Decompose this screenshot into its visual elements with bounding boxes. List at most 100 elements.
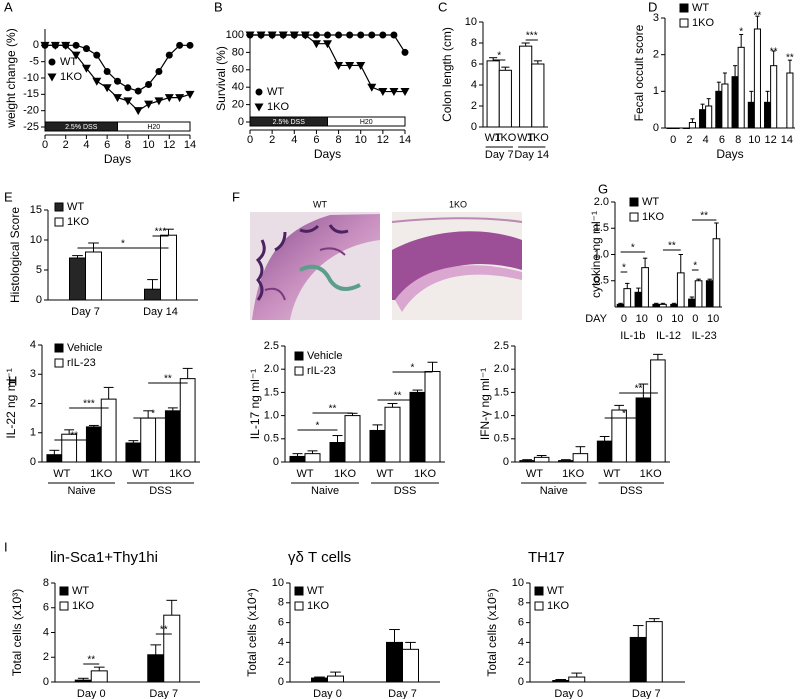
y-tick-label: 2.0 — [264, 363, 279, 375]
x-tick-label: Day 14 — [143, 306, 178, 318]
phase-label: H20 — [147, 124, 160, 131]
bar — [699, 109, 707, 129]
significance-label: * — [693, 261, 697, 272]
legend-label: WT — [267, 86, 284, 98]
x-tick-label: 0 — [42, 139, 48, 151]
data-point — [311, 40, 321, 49]
y-tick-label: 1.0 — [594, 248, 609, 260]
y-tick-label: 0.5 — [594, 275, 609, 287]
x-tick-label: WT — [53, 468, 70, 480]
data-point — [379, 31, 387, 39]
x-tick-label: 12 — [765, 134, 777, 146]
y-tick-label: -15 — [23, 88, 39, 100]
x-tick-label: 4 — [291, 134, 297, 146]
x-tick-label: 6 — [719, 134, 725, 146]
legend-marker — [54, 343, 64, 353]
histology-wt — [250, 212, 380, 320]
bar — [69, 257, 86, 301]
bar — [712, 238, 721, 308]
y-tick-label: 0 — [30, 456, 36, 468]
legend-label: WT — [67, 201, 84, 213]
data-point — [154, 97, 164, 106]
x-tick-label: Day 14 — [514, 149, 549, 161]
legend-label: rIL-23 — [67, 357, 96, 369]
bar-label: 1KO — [494, 132, 516, 144]
x-tick-label: 12 — [163, 139, 175, 151]
legend-marker — [54, 358, 64, 368]
x-tick-label: WT — [376, 468, 393, 480]
legend-label: 1KO — [642, 211, 664, 223]
x-tick-label: 10 — [707, 313, 719, 325]
x-tick-label: 14 — [184, 139, 196, 151]
legend-marker — [54, 202, 64, 212]
y-tick-label: 0 — [518, 676, 524, 688]
y-tick-label: 15 — [30, 204, 42, 216]
x-tick-label: 0 — [247, 134, 253, 146]
bar — [424, 371, 441, 463]
y-tick-label: 1.0 — [494, 410, 509, 422]
significance-label: *** — [155, 227, 167, 238]
y-axis-label: Colon length (cm) — [440, 27, 454, 122]
x-tick-label: 12 — [377, 134, 389, 146]
significance-label: ** — [668, 241, 676, 252]
bar — [125, 442, 142, 463]
data-point — [164, 94, 174, 103]
bar — [46, 454, 63, 463]
legend-marker — [679, 18, 689, 28]
legend-marker — [534, 586, 544, 596]
y-tick-label: 1 — [30, 427, 36, 439]
bar — [486, 60, 500, 128]
data-point — [82, 45, 90, 53]
x-tick-label: 0 — [657, 313, 663, 325]
data-point — [346, 31, 354, 39]
bar — [596, 440, 613, 463]
significance-label: ** — [786, 53, 794, 64]
bar-label: 1KO — [527, 132, 549, 144]
bar — [179, 378, 196, 463]
y-tick-label: -5 — [29, 56, 39, 68]
phase-bar — [117, 121, 191, 132]
significance-label: ** — [164, 374, 172, 385]
bar — [369, 429, 386, 463]
data-point — [368, 31, 376, 39]
bar — [721, 83, 729, 129]
legend-label: 1KO — [547, 600, 569, 612]
x-tick-label: Day 0 — [77, 688, 106, 699]
legend-marker — [294, 366, 304, 376]
y-axis-label: Total cells (x10⁴) — [245, 588, 259, 677]
data-point — [81, 64, 91, 73]
group-label: IL-1b — [620, 330, 645, 342]
y-tick-label: 100 — [226, 29, 244, 41]
bar — [650, 359, 666, 463]
y-tick-label: 0 — [273, 456, 279, 468]
x-tick-label: 2 — [686, 134, 692, 146]
data-point — [155, 67, 163, 75]
bar — [289, 455, 306, 463]
y-tick-label: 60 — [232, 64, 244, 76]
legend-label: WT — [692, 2, 709, 14]
x-tick-label: Day 0 — [554, 688, 583, 699]
data-point — [267, 31, 277, 40]
y-tick-label: 6 — [471, 58, 477, 70]
bar — [641, 267, 649, 308]
legend-marker — [679, 3, 689, 13]
bar — [344, 415, 361, 463]
x-tick-label: 4 — [703, 134, 709, 146]
bar — [329, 442, 346, 463]
data-point — [300, 31, 310, 40]
y-tick-label: 20 — [232, 99, 244, 111]
y-tick-label: 2 — [30, 397, 36, 409]
legend-marker — [255, 88, 263, 96]
data-point — [61, 41, 71, 50]
x-tick-label: Day 7 — [149, 688, 178, 699]
x-tick-label: 1KO — [562, 468, 584, 480]
significance-label: ** — [754, 11, 762, 22]
legend-marker — [54, 217, 64, 227]
data-point — [92, 77, 102, 86]
x-tick-label: 1KO — [414, 468, 436, 480]
data-point — [334, 61, 344, 70]
bar — [568, 676, 586, 683]
data-point — [256, 31, 266, 40]
y-tick-label: 4 — [278, 636, 284, 648]
